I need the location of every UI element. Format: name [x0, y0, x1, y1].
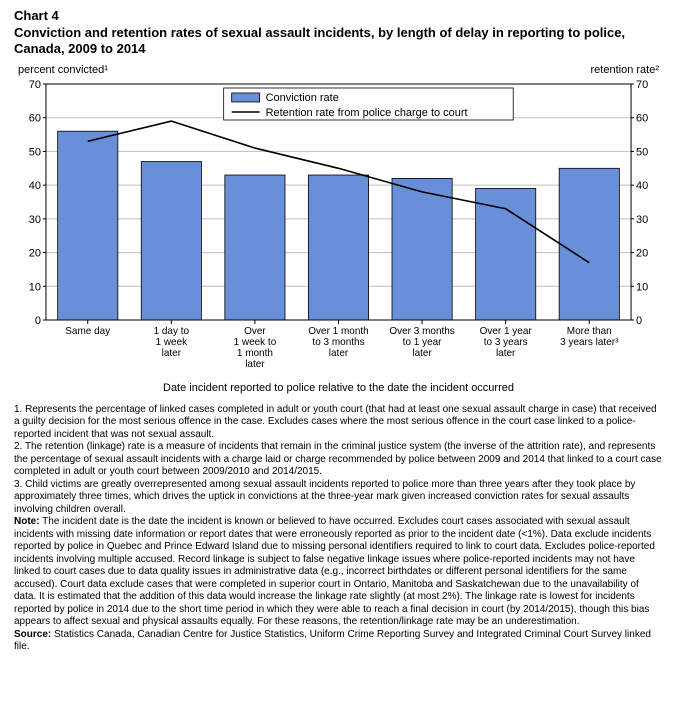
svg-text:30: 30	[29, 213, 41, 225]
source-block: Source: Statistics Canada, Canadian Cent…	[14, 629, 663, 654]
svg-text:40: 40	[29, 180, 41, 192]
source-label: Source:	[14, 629, 51, 640]
x-tick-label: later	[329, 347, 349, 358]
note-body: The incident date is the date the incide…	[14, 516, 655, 627]
x-tick-label: later	[162, 347, 182, 358]
x-tick-label: 1 week to	[234, 336, 277, 347]
right-axis-label: retention rate²	[591, 64, 659, 76]
x-tick-label: Over	[244, 325, 266, 336]
svg-text:10: 10	[636, 281, 648, 293]
x-tick-label: Over 1 year	[480, 325, 533, 336]
x-tick-label: 3 years later³	[560, 336, 619, 347]
chart-svg: 0 0 10 10 20 20 30 30 40 40 50 50 60 60 70 70 Same day 1 …	[14, 78, 663, 378]
bar	[225, 175, 285, 320]
svg-text:70: 70	[636, 78, 648, 90]
note-block: Note: The incident date is the date the …	[14, 516, 663, 629]
chart-area: 0 0 10 10 20 20 30 30 40 40 50 50 60 60 70 70 Same day 1 …	[14, 78, 663, 378]
bar	[559, 168, 619, 320]
svg-text:50: 50	[636, 146, 648, 158]
footnote-3: 3. Child victims are greatly overreprese…	[14, 479, 663, 517]
x-tick-label: 1 week	[156, 336, 188, 347]
x-tick-label: Over 1 month	[308, 325, 368, 336]
svg-text:60: 60	[29, 112, 41, 124]
footnote-1: 1. Represents the percentage of linked c…	[14, 404, 663, 442]
source-body: Statistics Canada, Canadian Centre for J…	[14, 629, 651, 653]
x-tick-label: later	[496, 347, 516, 358]
svg-text:0: 0	[636, 314, 642, 326]
x-tick-label: More than	[567, 325, 612, 336]
left-axis-label: percent convicted¹	[18, 64, 108, 76]
svg-text:40: 40	[636, 180, 648, 192]
bar	[58, 131, 118, 320]
svg-text:70: 70	[29, 78, 41, 90]
svg-text:20: 20	[636, 247, 648, 259]
x-tick-label: Over 3 months	[389, 325, 454, 336]
footnote-2: 2. The retention (linkage) rate is a mea…	[14, 441, 663, 479]
chart-number: Chart 4	[14, 8, 663, 23]
chart-title: Conviction and retention rates of sexual…	[14, 25, 663, 58]
note-label: Note:	[14, 516, 40, 527]
x-tick-label: Same day	[65, 325, 110, 336]
x-tick-label: later	[245, 358, 265, 369]
svg-text:10: 10	[29, 281, 41, 293]
svg-text:0: 0	[35, 314, 41, 326]
bar	[308, 175, 368, 320]
legend-line-label: Retention rate from police charge to cou…	[266, 106, 468, 118]
x-tick-label: 1 month	[237, 347, 273, 358]
svg-text:20: 20	[29, 247, 41, 259]
bar	[141, 161, 201, 319]
x-tick-label: to 3 months	[312, 336, 364, 347]
svg-text:30: 30	[636, 213, 648, 225]
x-axis-title: Date incident reported to police relativ…	[14, 382, 663, 394]
x-tick-label: to 1 year	[403, 336, 442, 347]
x-tick-label: to 3 years	[484, 336, 528, 347]
axis-labels-row: percent convicted¹ retention rate²	[18, 64, 659, 76]
svg-text:50: 50	[29, 146, 41, 158]
bar	[392, 178, 452, 320]
x-tick-label: later	[412, 347, 432, 358]
legend-bar-label: Conviction rate	[266, 91, 339, 103]
footnotes: 1. Represents the percentage of linked c…	[14, 404, 663, 654]
x-tick-label: 1 day to	[154, 325, 190, 336]
svg-text:60: 60	[636, 112, 648, 124]
